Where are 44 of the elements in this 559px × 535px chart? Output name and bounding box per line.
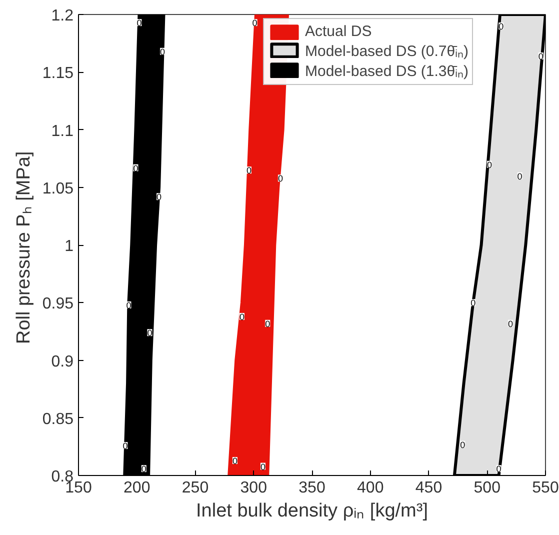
annotation: 0 xyxy=(133,163,138,174)
annotation: 0 xyxy=(470,298,476,308)
x-tick-label: 400 xyxy=(357,480,384,496)
y-tick-label: 0.85 xyxy=(42,410,74,428)
legend-label: Model-based DS (1.3θ̄ᵢₙ) xyxy=(305,62,468,80)
y-tick-label: 0.9 xyxy=(51,353,74,370)
legend-label: Model-based DS (0.7θ̄ᵢₙ) xyxy=(305,42,468,60)
y-axis-title: Roll pressure Pₕ [MPa] xyxy=(13,151,34,344)
y-tick-label: 1.15 xyxy=(42,65,74,82)
x-tick-label: 500 xyxy=(474,480,501,496)
y-tick-label: 1.05 xyxy=(42,180,74,198)
annotation: 0 xyxy=(508,318,513,329)
annotation: 0 xyxy=(160,46,166,57)
annotation: 0 xyxy=(498,22,504,32)
x-tick-label: 300 xyxy=(240,480,268,496)
annotation: 0 xyxy=(252,18,258,28)
x-axis-title: Inlet bulk density ρᵢₙ [kg/m³] xyxy=(196,500,428,522)
legend-label: Actual DS xyxy=(305,23,372,40)
x-tick-label: 200 xyxy=(124,480,150,496)
annotation: 0 xyxy=(486,160,492,170)
annotation: 0 xyxy=(141,464,146,474)
annotation: 0 xyxy=(156,192,162,202)
annotation: 0 xyxy=(538,51,544,62)
annotation: 0 xyxy=(460,440,466,450)
annotation: 0 xyxy=(122,441,128,452)
annotation: 0 xyxy=(517,171,522,182)
annotation: 0 xyxy=(126,300,132,310)
y-tick-label: 1 xyxy=(64,238,74,255)
annotation: 0 xyxy=(260,462,266,472)
y-tick-label: 1.1 xyxy=(51,122,74,140)
y-tick-label: 1.2 xyxy=(51,8,74,24)
y-tick-label: 0.95 xyxy=(42,296,74,313)
annotation: 0 xyxy=(232,456,238,466)
annotation: 0 xyxy=(239,312,244,322)
x-tick-label: 450 xyxy=(415,480,442,496)
annotation: 0 xyxy=(278,174,283,184)
annotation: 0 xyxy=(265,318,270,329)
x-tick-label: 350 xyxy=(298,480,326,496)
annotation: 0 xyxy=(496,464,502,474)
annotation: 0 xyxy=(147,328,152,338)
annotation: 0 xyxy=(246,166,252,176)
annotation: 0 xyxy=(136,18,142,28)
x-tick-label: 550 xyxy=(532,480,559,496)
x-tick-label: 250 xyxy=(182,480,209,496)
